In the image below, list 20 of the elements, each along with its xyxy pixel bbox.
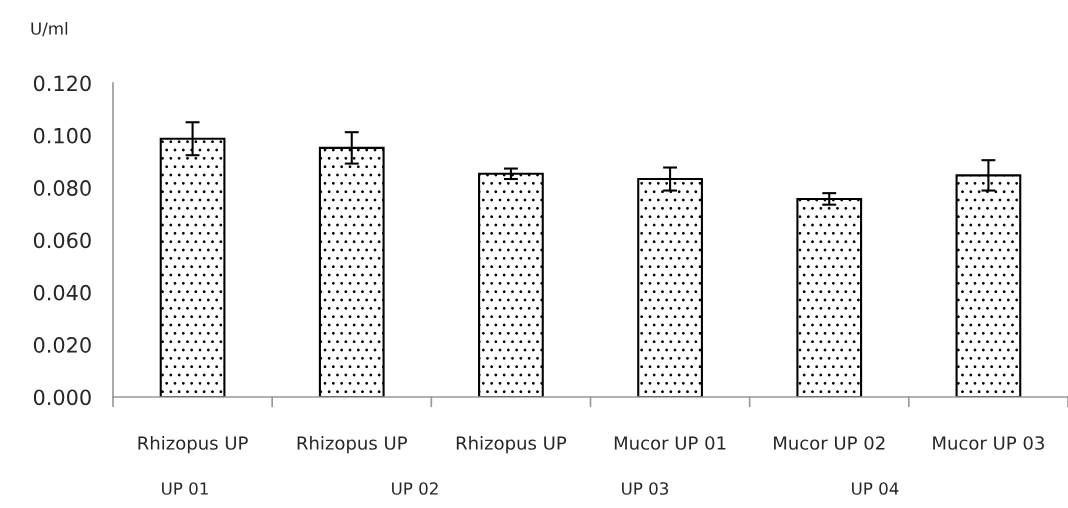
text: UP 01 — [162, 482, 208, 495]
x-tick-label: Rhizopus UP — [297, 435, 407, 454]
x-tick-label: Mucor UP 01 — [614, 436, 726, 450]
text: UP 04 — [852, 482, 899, 495]
y-tick-label: 0.100 — [33, 127, 91, 144]
y-tick-label: 0.040 — [33, 284, 91, 301]
x-tick-label: Rhizopus UP — [456, 435, 567, 454]
y-tick-label: 0.080 — [33, 180, 91, 196]
text: UP 03 — [622, 482, 669, 495]
x-tick-label: Mucor UP 03 — [933, 436, 1044, 450]
x-tick-label: Rhizopus UP — [138, 435, 248, 454]
y-tick-label: 0.060 — [33, 232, 91, 249]
y-tick-label: 0.000 — [33, 389, 91, 406]
bar — [796, 197, 863, 397]
y-axis-title: U/ml — [31, 21, 68, 37]
y-tick-label: 0.020 — [33, 337, 91, 353]
bar — [478, 172, 544, 397]
text: UP 02 — [392, 482, 438, 495]
y-tick-label: 0.120 — [33, 75, 91, 92]
x-tick-label: Mucor UP 02 — [774, 436, 885, 450]
